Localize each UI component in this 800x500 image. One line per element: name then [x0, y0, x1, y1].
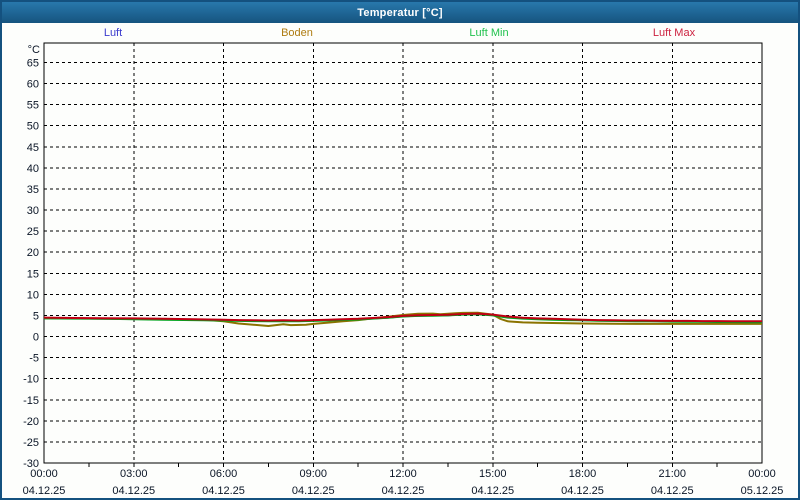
- svg-text:0: 0: [33, 332, 39, 344]
- svg-text:04.12.25: 04.12.25: [651, 485, 694, 497]
- svg-text:10: 10: [27, 289, 39, 301]
- svg-text:45: 45: [27, 142, 39, 154]
- svg-text:-5: -5: [29, 353, 39, 365]
- svg-text:18:00: 18:00: [569, 468, 597, 480]
- svg-text:15: 15: [27, 268, 39, 280]
- svg-text:55: 55: [27, 100, 39, 112]
- svg-text:04.12.25: 04.12.25: [112, 485, 155, 497]
- svg-text:04.12.25: 04.12.25: [471, 485, 514, 497]
- svg-text:30: 30: [27, 205, 39, 217]
- svg-text:12:00: 12:00: [389, 468, 417, 480]
- svg-text:-15: -15: [23, 395, 39, 407]
- legend-item-luft-max: Luft Max: [652, 27, 696, 39]
- svg-text:-30: -30: [23, 458, 39, 470]
- svg-text:-20: -20: [23, 416, 39, 428]
- svg-text:-10: -10: [23, 374, 39, 386]
- svg-text:06:00: 06:00: [210, 468, 238, 480]
- svg-text:04.12.25: 04.12.25: [202, 485, 245, 497]
- svg-text:00:00: 00:00: [30, 468, 58, 480]
- svg-text:5: 5: [33, 310, 39, 322]
- svg-text:04.12.25: 04.12.25: [23, 485, 66, 497]
- svg-text:04.12.25: 04.12.25: [561, 485, 604, 497]
- window-titlebar: Temperatur [°C]: [2, 2, 798, 23]
- window-title: Temperatur [°C]: [357, 6, 443, 19]
- svg-text:04.12.25: 04.12.25: [292, 485, 335, 497]
- svg-text:20: 20: [27, 247, 39, 259]
- svg-text:-25: -25: [23, 437, 39, 449]
- legend-item-boden: Boden: [281, 27, 313, 39]
- svg-text:03:00: 03:00: [120, 468, 148, 480]
- svg-text:60: 60: [27, 79, 39, 91]
- legend-item-luft: Luft: [103, 27, 123, 39]
- svg-text:00:00: 00:00: [748, 468, 776, 480]
- legend-item-luft-min: Luft Min: [469, 27, 509, 39]
- svg-text:04.12.25: 04.12.25: [382, 485, 425, 497]
- svg-text:15:00: 15:00: [479, 468, 507, 480]
- svg-text:35: 35: [27, 184, 39, 196]
- svg-text:25: 25: [27, 226, 39, 238]
- svg-text:40: 40: [27, 163, 39, 175]
- svg-text:09:00: 09:00: [299, 468, 327, 480]
- svg-text:05.12.25: 05.12.25: [741, 485, 784, 497]
- svg-text:°C: °C: [28, 44, 40, 56]
- svg-text:65: 65: [27, 58, 39, 70]
- svg-text:50: 50: [27, 121, 39, 133]
- svg-text:21:00: 21:00: [658, 468, 686, 480]
